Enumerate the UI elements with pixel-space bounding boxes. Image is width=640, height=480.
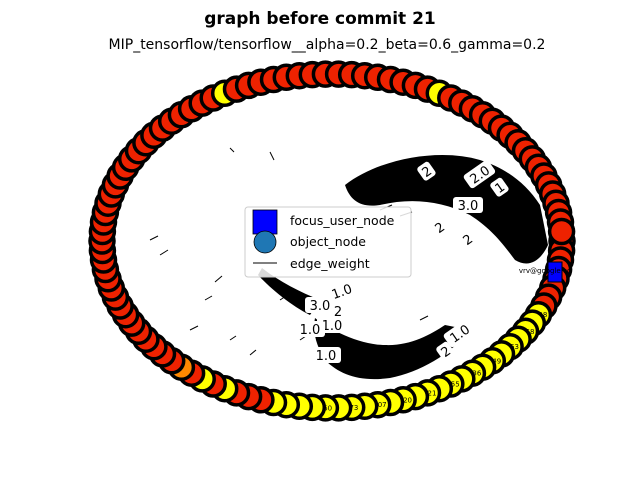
- edge-line: [189, 325, 199, 331]
- legend-label-object-node: object_node: [290, 234, 366, 249]
- edge-weight-label: 2: [417, 161, 436, 181]
- legend: focus_user_node object_node edge_weight: [244, 206, 412, 278]
- edge-line: [269, 151, 275, 161]
- edge-blob-left: [258, 268, 320, 315]
- edge-weight-label: 1.0: [295, 321, 325, 338]
- edge-weight-label: 3.0: [453, 197, 483, 214]
- edge-line: [204, 295, 213, 301]
- edge-line: [149, 235, 159, 241]
- svg-text:1.0: 1.0: [330, 282, 355, 303]
- chart-title: graph before commit 21: [204, 9, 436, 29]
- svg-text:3.0: 3.0: [458, 199, 479, 214]
- edge-weight-label: 3.0: [305, 297, 335, 314]
- node-ring: 1228116811531149113610551021102010079739…: [88, 60, 576, 422]
- edge-line: [229, 335, 237, 341]
- legend-label-edge-weight: edge_weight: [290, 256, 370, 271]
- svg-text:3.0: 3.0: [310, 299, 331, 314]
- edge-line: [214, 275, 223, 283]
- edge-line: [249, 349, 257, 356]
- legend-swatch-object-node: [253, 230, 277, 254]
- edge-line: [419, 315, 429, 321]
- edge-line: [159, 249, 169, 256]
- chart-subtitle: MIP_tensorflow/tensorflow__alpha=0.2_bet…: [109, 37, 546, 53]
- object-node: [547, 217, 576, 246]
- edge-line: [409, 345, 419, 351]
- legend-swatch-focus-user: [252, 209, 278, 235]
- edge-line: [279, 295, 287, 301]
- edge-line: [229, 147, 235, 153]
- svg-text:1.0: 1.0: [322, 319, 343, 334]
- svg-text:1.0: 1.0: [316, 349, 337, 364]
- legend-label-focus-user: focus_user_node: [290, 213, 395, 228]
- edge-weight-label: 2: [458, 229, 477, 249]
- edge-weight-label: 1: [490, 177, 509, 197]
- edge-blob-lower: [314, 318, 470, 380]
- focus-user-node: vrv@google.co: [519, 261, 571, 283]
- focus-user-label: vrv@google.co: [519, 267, 571, 275]
- edge-weight-label: 2: [331, 303, 345, 320]
- edge-weight-label: 1.0: [311, 347, 341, 364]
- edge-weight-label: 1.0: [325, 279, 358, 303]
- svg-text:1.0: 1.0: [300, 323, 321, 338]
- edge-weight-label: 2: [430, 217, 449, 237]
- svg-text:2: 2: [334, 305, 342, 320]
- legend-frame: [244, 206, 412, 278]
- edge-weight-label: 2: [436, 341, 455, 361]
